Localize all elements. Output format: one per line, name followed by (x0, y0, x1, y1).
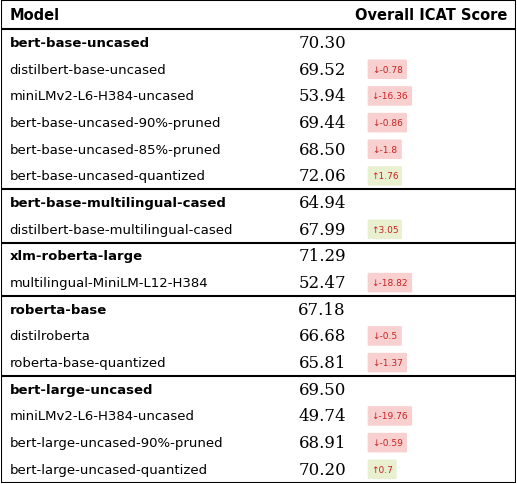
Text: 66.68: 66.68 (298, 328, 346, 345)
Text: ↓-0.59: ↓-0.59 (372, 438, 403, 447)
Text: 68.50: 68.50 (298, 141, 346, 158)
Text: 72.06: 72.06 (298, 168, 346, 185)
Text: ↑1.76: ↑1.76 (371, 172, 399, 181)
Text: bert-base-multilingual-cased: bert-base-multilingual-cased (10, 197, 226, 210)
Text: Model: Model (10, 8, 60, 23)
Text: 68.91: 68.91 (298, 434, 346, 451)
Text: multilingual-MiniLM-L12-H384: multilingual-MiniLM-L12-H384 (10, 276, 208, 289)
FancyBboxPatch shape (368, 459, 397, 479)
FancyBboxPatch shape (368, 273, 412, 293)
Text: 69.44: 69.44 (298, 115, 346, 132)
Text: ↑3.05: ↑3.05 (371, 226, 399, 234)
Text: 64.94: 64.94 (298, 195, 346, 212)
FancyBboxPatch shape (368, 60, 407, 80)
Text: roberta-base-quantized: roberta-base-quantized (10, 356, 166, 369)
Text: ↓-16.36: ↓-16.36 (372, 92, 408, 101)
Text: 69.50: 69.50 (298, 381, 346, 398)
Text: miniLMv2-L6-H384-uncased: miniLMv2-L6-H384-uncased (10, 90, 195, 103)
FancyBboxPatch shape (368, 433, 407, 453)
Text: ↑0.7: ↑0.7 (371, 465, 393, 474)
Text: bert-base-uncased: bert-base-uncased (10, 37, 150, 50)
FancyBboxPatch shape (368, 220, 402, 240)
Text: roberta-base: roberta-base (10, 303, 107, 316)
Text: bert-large-uncased: bert-large-uncased (10, 383, 153, 396)
Text: ↓-1.37: ↓-1.37 (372, 358, 403, 367)
Text: 52.47: 52.47 (298, 274, 346, 291)
Text: bert-large-uncased-90%-pruned: bert-large-uncased-90%-pruned (10, 436, 223, 449)
Text: 67.18: 67.18 (298, 301, 346, 318)
Text: bert-base-uncased-quantized: bert-base-uncased-quantized (10, 170, 206, 183)
Text: ↓-1.8: ↓-1.8 (372, 146, 397, 154)
FancyBboxPatch shape (368, 140, 402, 160)
FancyBboxPatch shape (368, 87, 412, 106)
FancyBboxPatch shape (368, 167, 402, 186)
FancyBboxPatch shape (368, 114, 407, 133)
Text: Overall ICAT Score: Overall ICAT Score (355, 8, 507, 23)
Text: bert-base-uncased-90%-pruned: bert-base-uncased-90%-pruned (10, 117, 221, 130)
Text: 53.94: 53.94 (298, 88, 346, 105)
Text: ↓-19.76: ↓-19.76 (372, 411, 408, 421)
FancyBboxPatch shape (368, 407, 412, 426)
Text: 71.29: 71.29 (298, 248, 346, 265)
Text: 67.99: 67.99 (298, 221, 346, 238)
Text: ↓-0.86: ↓-0.86 (372, 119, 403, 128)
Text: ↓-18.82: ↓-18.82 (372, 278, 408, 287)
Text: miniLMv2-L6-H384-uncased: miniLMv2-L6-H384-uncased (10, 409, 195, 423)
Text: ↓-0.5: ↓-0.5 (372, 332, 397, 341)
Text: 49.74: 49.74 (298, 408, 346, 424)
Text: ↓-0.78: ↓-0.78 (372, 66, 403, 75)
Text: distilroberta: distilroberta (10, 330, 90, 343)
Text: xlm-roberta-large: xlm-roberta-large (10, 250, 143, 263)
Text: 69.52: 69.52 (298, 61, 346, 78)
FancyBboxPatch shape (368, 353, 407, 373)
Text: 70.20: 70.20 (298, 461, 346, 478)
Text: bert-base-uncased-85%-pruned: bert-base-uncased-85%-pruned (10, 143, 221, 156)
Text: bert-large-uncased-quantized: bert-large-uncased-quantized (10, 463, 208, 476)
Text: 65.81: 65.81 (298, 354, 346, 371)
Text: distilbert-base-uncased: distilbert-base-uncased (10, 64, 166, 76)
Text: 70.30: 70.30 (298, 35, 346, 52)
FancyBboxPatch shape (368, 327, 402, 346)
Text: distilbert-base-multilingual-cased: distilbert-base-multilingual-cased (10, 223, 233, 236)
